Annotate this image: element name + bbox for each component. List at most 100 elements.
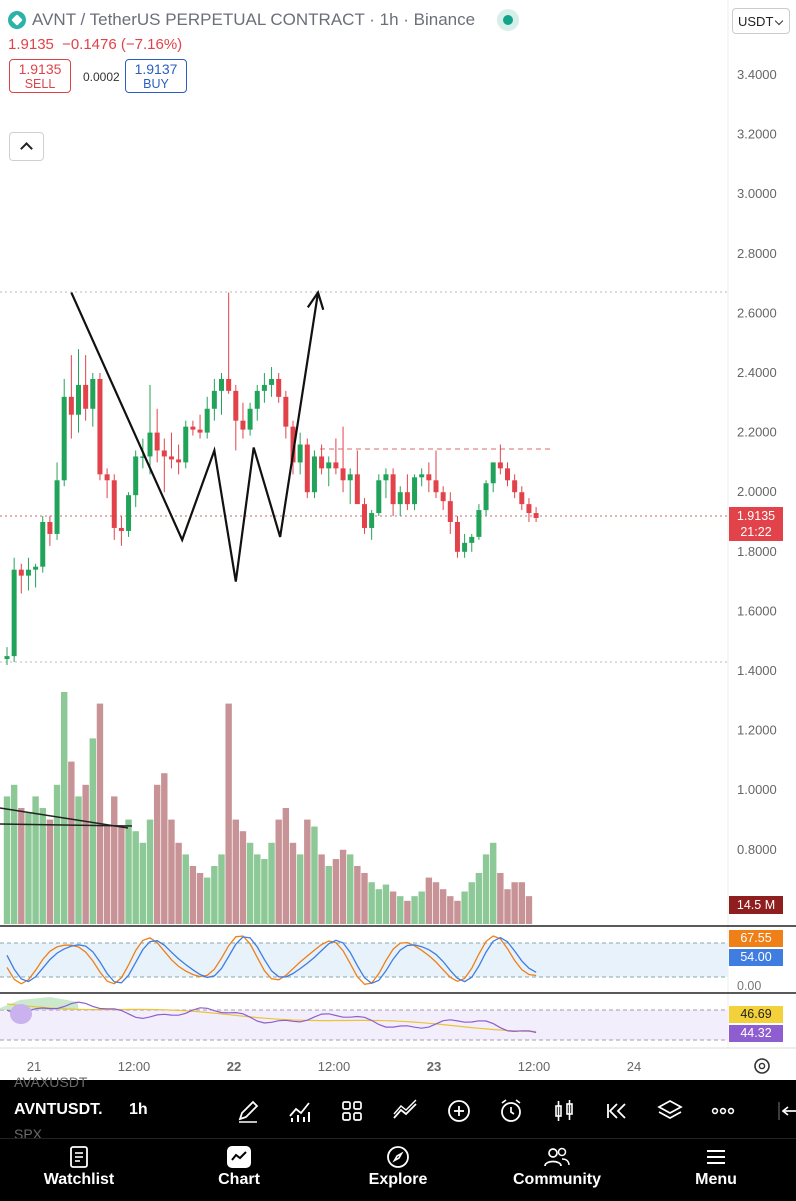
nav-chart[interactable]: Chart xyxy=(179,1145,299,1189)
more-icon[interactable] xyxy=(710,1098,736,1124)
volume-bar xyxy=(304,819,311,924)
volume-bar xyxy=(289,842,297,924)
volume-bar xyxy=(490,842,497,924)
y-tick-label: 1.8000 xyxy=(737,544,777,559)
volume-bar xyxy=(168,819,175,924)
candle-body xyxy=(276,378,282,397)
candle-body xyxy=(190,426,196,430)
volume-bar xyxy=(225,703,232,924)
volume-bar xyxy=(139,842,147,924)
candle-body xyxy=(261,384,267,391)
chart-settings-icon[interactable] xyxy=(754,1058,770,1074)
collapse-chevron-up-icon[interactable] xyxy=(9,132,44,161)
candle-body xyxy=(97,378,103,475)
replay-icon[interactable] xyxy=(604,1098,630,1124)
stoch-d-badge: 54.00 xyxy=(729,949,783,966)
sell-button[interactable]: 1.9135 SELL xyxy=(9,59,71,93)
menu-icon xyxy=(707,1150,725,1164)
volume-bar xyxy=(347,854,354,924)
arrow-head xyxy=(306,290,325,311)
candles-icon[interactable] xyxy=(551,1098,577,1124)
rsi-value: 44.32 xyxy=(740,1026,772,1040)
candle-body xyxy=(290,426,296,463)
y-tick-label: 2.6000 xyxy=(737,305,777,320)
x-tick-label: 22 xyxy=(227,1059,241,1074)
volume-bar xyxy=(325,866,332,924)
nav-community[interactable]: Community xyxy=(497,1145,617,1189)
y-tick-label: 1.4000 xyxy=(737,663,777,678)
volume-bar xyxy=(118,826,125,924)
price-change-line: 1.9135 −0.1476 (−7.16%) xyxy=(8,36,182,53)
candle-body xyxy=(240,420,246,430)
nav-watchlist-label: Watchlist xyxy=(43,1171,115,1188)
nav-chart-label: Chart xyxy=(218,1171,260,1188)
volume-bar xyxy=(96,703,104,924)
candle-body xyxy=(18,569,24,576)
volume-bar xyxy=(46,819,54,924)
candle-body xyxy=(476,510,482,537)
spread-value: 0.0002 xyxy=(83,70,120,84)
sell-price: 1.9135 xyxy=(18,61,62,77)
stoch-k-line xyxy=(6,935,537,985)
volume-bar xyxy=(497,872,504,924)
nav-explore[interactable]: Explore xyxy=(338,1145,458,1189)
brush-icon[interactable] xyxy=(235,1098,261,1124)
templates-icon[interactable] xyxy=(339,1098,365,1124)
volume-bar xyxy=(504,889,511,924)
volume-bar xyxy=(404,900,411,924)
community-icon xyxy=(544,1147,570,1167)
interval-selector[interactable]: 1h xyxy=(129,1101,148,1118)
add-icon[interactable] xyxy=(446,1098,472,1124)
undo-icon[interactable] xyxy=(774,1098,796,1124)
volume-bar xyxy=(518,882,525,924)
alert-clock-icon[interactable] xyxy=(498,1098,524,1124)
volume-bar xyxy=(475,872,483,924)
rsi-ma-line xyxy=(6,1003,537,1033)
nav-menu[interactable]: Menu xyxy=(656,1145,776,1189)
volume-bar xyxy=(161,773,168,924)
candle-body xyxy=(40,522,46,567)
volume-trendline xyxy=(0,807,129,829)
nav-watchlist[interactable]: Watchlist xyxy=(19,1145,139,1189)
candle-body xyxy=(454,522,460,552)
chart-toolbar: AVAXUSDT AVNTUSDT. SPX 1h xyxy=(0,1074,796,1142)
volume-bar xyxy=(432,882,440,924)
layers-icon[interactable] xyxy=(657,1098,683,1124)
rsi-line xyxy=(6,1001,537,1034)
compass-icon xyxy=(387,1146,409,1168)
volume-bar xyxy=(482,854,490,924)
volume-bar xyxy=(411,896,418,924)
volume-bar xyxy=(146,819,154,924)
volume-badge: 14.5 M xyxy=(729,896,783,914)
stoch-k-badge: 67.55 xyxy=(729,930,783,947)
chart-icon xyxy=(227,1146,251,1168)
rsi-ma-value: 46.69 xyxy=(740,1007,772,1021)
price-chart[interactable]: 3.4000 3.2000 3.0000 2.8000 2.6000 2.4000 2.20… xyxy=(0,0,796,1080)
volume-bar xyxy=(32,796,39,924)
indicators-icon[interactable] xyxy=(287,1098,313,1124)
candle-body xyxy=(340,468,346,481)
nav-explore-label: Explore xyxy=(368,1171,428,1188)
candle-body xyxy=(76,384,81,415)
x-tick-label: 12:00 xyxy=(118,1059,151,1074)
candle-body xyxy=(126,495,132,531)
currency-selector[interactable]: USDT xyxy=(732,8,790,34)
candle-body xyxy=(462,542,468,552)
candle-body xyxy=(90,378,96,409)
symbol-selector[interactable]: AVNTUSDT. xyxy=(14,1101,103,1118)
candle-body xyxy=(369,513,375,528)
buy-button[interactable]: 1.9137 BUY xyxy=(125,59,187,93)
symbol-title[interactable]: AVNT / TetherUS PERPETUAL CONTRACT · 1h … xyxy=(8,9,520,31)
volume-bar xyxy=(232,819,239,924)
volume-bar xyxy=(254,854,261,924)
candle-body xyxy=(269,378,275,385)
candle-body xyxy=(176,459,182,463)
volume-bar xyxy=(196,872,204,924)
volume-bar xyxy=(61,692,68,924)
candle-body xyxy=(104,474,110,481)
drawings-icon[interactable] xyxy=(392,1098,418,1124)
symbol-title-text: AVNT / TetherUS PERPETUAL CONTRACT · 1h … xyxy=(32,10,476,29)
volume-bar xyxy=(354,866,361,924)
pattern-drawing[interactable] xyxy=(70,292,320,582)
candle-body xyxy=(154,432,160,451)
